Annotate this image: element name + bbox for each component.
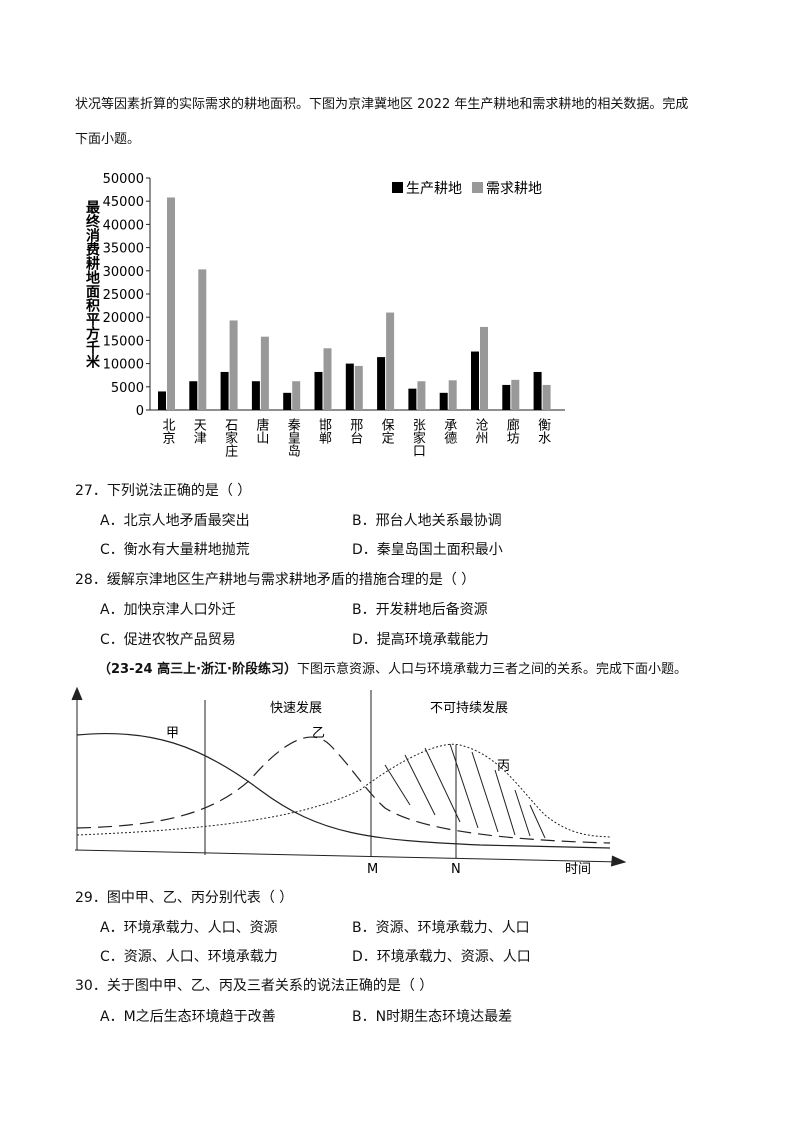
bar: [345, 363, 354, 410]
bar: [354, 365, 363, 410]
y-tick-label: 20000: [103, 311, 144, 326]
option: A．环境承载力、人口、资源: [100, 920, 278, 936]
bar: [260, 336, 269, 410]
bar: [167, 197, 175, 410]
y-tick-label: 35000: [103, 242, 144, 257]
bar: [417, 381, 426, 410]
y-tick-label: 40000: [103, 218, 144, 233]
bar: [511, 379, 520, 410]
x-tick-label: 北京: [160, 418, 176, 444]
option: C．资源、人口、环境承载力: [100, 949, 278, 965]
curve-label: 乙: [312, 726, 325, 741]
section-text: 下图示意资源、人口与环境承载力三者之间的关系。完成下面小题。: [296, 662, 687, 677]
y-axis-label: 最终消费耕地面积平方千米: [84, 199, 100, 369]
bar: [220, 371, 229, 410]
option: A．M之后生态环境趋于改善: [100, 1009, 276, 1025]
point-label: M: [367, 862, 378, 877]
intro-line: 下面小题。: [75, 132, 141, 147]
section-intro: （23-24 高三上·浙江·阶段练习）下图示意资源、人口与环境承载力三者之间的关…: [98, 662, 687, 678]
option: B．N时期生态环境达最差: [352, 1009, 513, 1025]
option: B．资源、环境承载力、人口: [352, 920, 530, 936]
diagram-lines: [71, 686, 627, 867]
option: A．北京人地矛盾最突出: [100, 513, 250, 529]
bar: [439, 392, 448, 410]
y-tick-label: 15000: [103, 334, 144, 349]
option: D．秦皇岛国土面积最小: [352, 542, 503, 558]
y-tick-label: 5000: [111, 381, 144, 396]
bar: [283, 392, 292, 410]
x-tick-label: 石家庄: [222, 418, 238, 458]
x-tick-label: 张家口: [410, 418, 426, 457]
x-tick-label: 廊坊: [504, 417, 520, 445]
bar: [251, 381, 260, 410]
bar: [542, 384, 551, 410]
x-tick-label: 承德: [441, 418, 457, 444]
y-tick-label: 0: [136, 404, 144, 419]
question-stem: 29．图中甲、乙、丙分别代表（ ）: [75, 890, 294, 906]
bar: [198, 269, 207, 410]
y-tick-label: 50000: [103, 172, 144, 187]
question-stem: 28．缓解京津地区生产耕地与需求耕地矛盾的措施合理的是（ ）: [75, 572, 476, 588]
bar: [480, 326, 488, 410]
option: A．加快京津人口外迁: [100, 602, 236, 618]
y-tick-label: 25000: [103, 288, 144, 303]
option: B．邢台人地关系最协调: [352, 513, 502, 529]
bar: [292, 381, 301, 410]
bar: [533, 371, 542, 410]
bar: [471, 351, 479, 410]
x-tick-label: 天津: [191, 418, 207, 444]
bar: [448, 380, 457, 410]
x-tick-label: 保定: [379, 418, 395, 445]
y-tick-label: 30000: [103, 265, 144, 280]
diagram: 快速发展 不可持续发展 甲 乙 丙 M N 时间: [71, 686, 627, 877]
x-tick-label: 衡水: [535, 418, 551, 444]
option: B．开发耕地后备资源: [352, 602, 488, 618]
bar-chart: 最终消费耕地面积平方千米 0 5000 10000 15000 20000 25000 30…: [84, 172, 565, 458]
y-tick-label: 45000: [103, 195, 144, 210]
option: D．提高环境承载能力: [352, 632, 489, 648]
bar: [158, 391, 166, 410]
curve-label: 甲: [166, 726, 179, 741]
bar: [314, 371, 323, 410]
source: （23-24 高三上·浙江·阶段练习）: [98, 662, 297, 677]
option: C．促进农牧产品贸易: [100, 632, 236, 648]
option: D．环境承载力、资源、人口: [352, 949, 531, 965]
stage-label: 快速发展: [270, 700, 322, 716]
point-label: N: [451, 862, 461, 877]
legend-swatch: [392, 182, 403, 193]
y-tick-label: 10000: [103, 358, 144, 373]
axis-label: 时间: [565, 862, 591, 877]
x-tick-label: 邢台: [347, 418, 363, 444]
question-stem: 30．关于图中甲、乙、丙及三者关系的说法正确的是（ ）: [75, 978, 434, 994]
curve-label: 丙: [497, 759, 510, 774]
bar: [229, 320, 238, 410]
bar: [408, 388, 417, 410]
bar: [502, 384, 511, 410]
legend-label: 需求耕地: [486, 180, 542, 197]
option: C．衡水有大量耕地抛荒: [100, 542, 250, 558]
legend-label: 生产耕地: [406, 180, 462, 197]
x-tick-label: 邯郸: [316, 418, 332, 444]
bar: [386, 312, 395, 410]
stage-label: 不可持续发展: [430, 700, 508, 716]
bar: [323, 348, 332, 410]
bar: [189, 381, 198, 410]
x-tick-label: 秦皇岛: [285, 418, 301, 457]
x-tick-label: 沧州: [473, 417, 489, 444]
bar: [377, 357, 386, 410]
question-stem: 27．下列说法正确的是（ ）: [75, 483, 252, 499]
x-tick-label: 唐山: [253, 417, 269, 444]
legend-swatch: [472, 182, 483, 193]
intro-line: 状况等因素折算的实际需求的耕地面积。下图为京津冀地区 2022 年生产耕地和需求…: [75, 97, 689, 112]
